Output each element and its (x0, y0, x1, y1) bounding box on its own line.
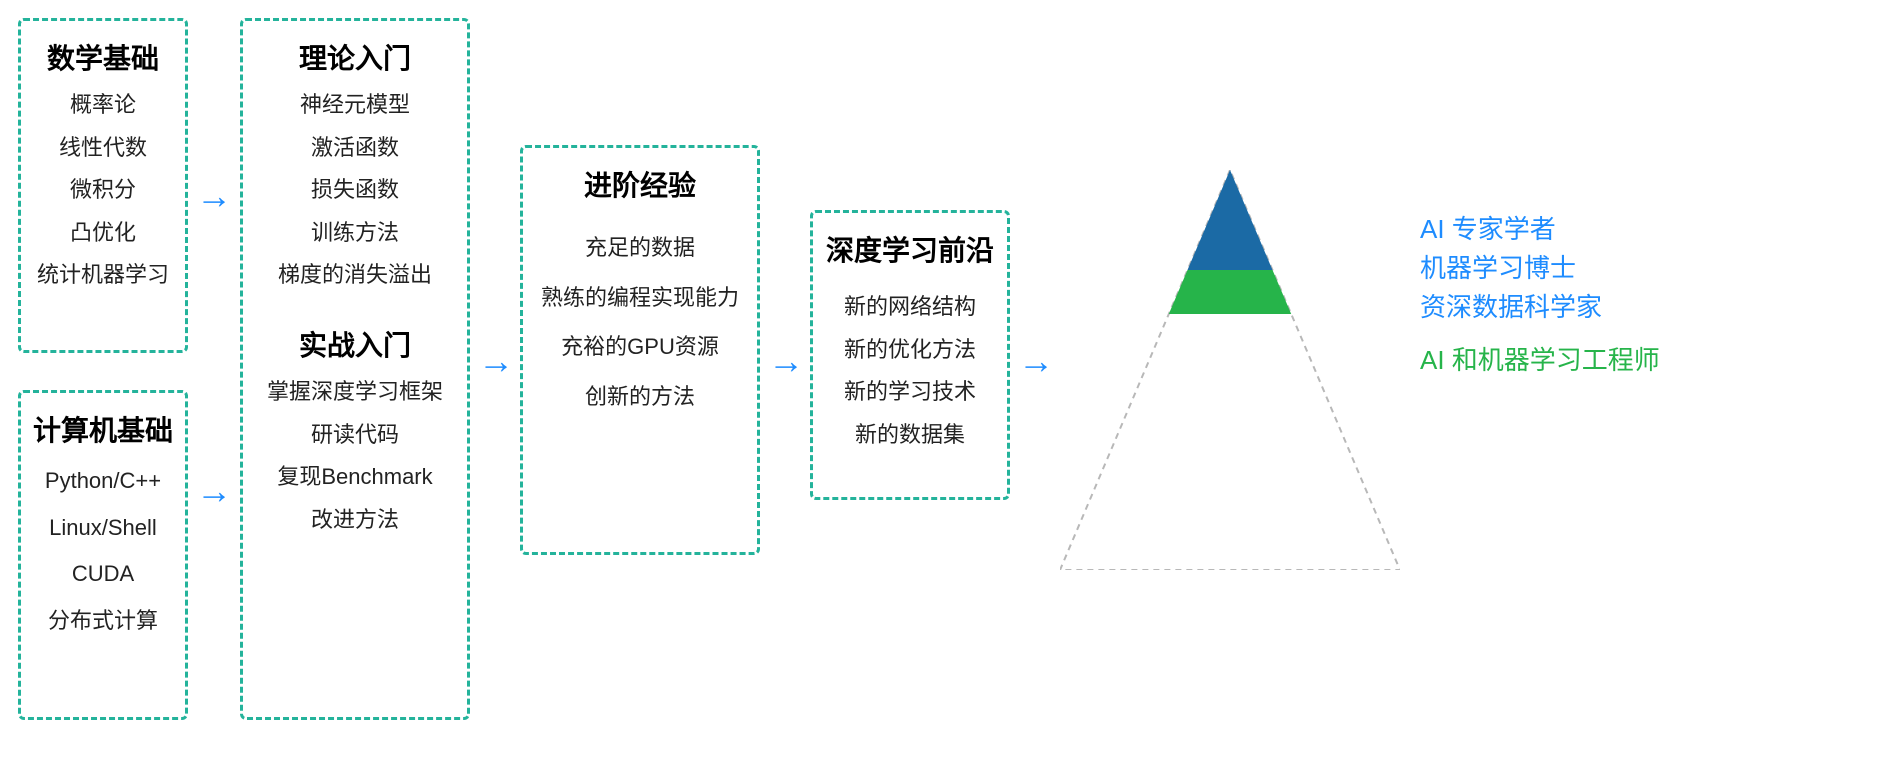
stage-advanced: 进阶经验 充足的数据熟练的编程实现能力充裕的GPU资源创新的方法 (520, 145, 760, 555)
list-item: 充裕的GPU资源 (535, 333, 745, 362)
list-item: 熟练的编程实现能力 (535, 284, 745, 313)
title-math: 数学基础 (33, 37, 173, 77)
legend: AI 专家学者机器学习博士资深数据科学家 AI 和机器学习工程师 (1420, 210, 1660, 380)
list-item: 创新的方法 (535, 383, 745, 412)
list-item: 训练方法 (255, 219, 455, 248)
list-item: 改进方法 (255, 506, 455, 535)
list-item: Python/C++ (33, 467, 173, 496)
items-frontier: 新的网络结构新的优化方法新的学习技术新的数据集 (825, 293, 995, 449)
arrow-icon: → (768, 340, 804, 382)
stage-intro: 理论入门神经元模型激活函数损失函数训练方法梯度的消失溢出实战入门掌握深度学习框架… (240, 18, 470, 720)
list-item: 激活函数 (255, 134, 455, 163)
list-item: 统计机器学习 (33, 261, 173, 290)
arrow-icon: → (196, 175, 232, 217)
col2-content: 理论入门神经元模型激活函数损失函数训练方法梯度的消失溢出实战入门掌握深度学习框架… (255, 37, 455, 534)
pyramid (1060, 170, 1400, 575)
legend-line: 资深数据科学家 (1420, 288, 1660, 327)
legend-line: 机器学习博士 (1420, 249, 1660, 288)
legend-line: AI 专家学者 (1420, 210, 1660, 249)
arrow-icon: → (478, 340, 514, 382)
items-cs: Python/C++ Linux/Shell CUDA 分布式计算 (33, 467, 173, 635)
items-math: 概率论线性代数微积分凸优化统计机器学习 (33, 91, 173, 290)
list-item: 复现Benchmark (255, 463, 455, 492)
list-item: 分布式计算 (33, 607, 173, 636)
title-practice-intro: 实战入门 (255, 324, 455, 364)
list-item: 新的网络结构 (825, 293, 995, 322)
list-item: CUDA (33, 560, 173, 589)
list-item: 研读代码 (255, 421, 455, 450)
list-item: 概率论 (33, 91, 173, 120)
list-item: 新的学习技术 (825, 378, 995, 407)
title-cs: 计算机基础 (33, 409, 173, 449)
title-theory-intro: 理论入门 (255, 37, 455, 77)
list-item: 充足的数据 (535, 234, 745, 263)
stage-frontier: 深度学习前沿 新的网络结构新的优化方法新的学习技术新的数据集 (810, 210, 1010, 500)
list-item: 线性代数 (33, 134, 173, 163)
list-item: 梯度的消失溢出 (255, 261, 455, 290)
list-item: 凸优化 (33, 219, 173, 248)
stage-math-foundation: 数学基础 概率论线性代数微积分凸优化统计机器学习 (18, 18, 188, 353)
list-item: 损失函数 (255, 176, 455, 205)
list-item: 新的数据集 (825, 421, 995, 450)
legend-line: AI 和机器学习工程师 (1420, 341, 1660, 380)
title-frontier: 深度学习前沿 (825, 229, 995, 269)
pyramid-svg (1060, 170, 1400, 570)
items-advanced: 充足的数据熟练的编程实现能力充裕的GPU资源创新的方法 (535, 234, 745, 411)
list-item: 新的优化方法 (825, 336, 995, 365)
stage-cs-foundation: 计算机基础 Python/C++ Linux/Shell CUDA 分布式计算 (18, 390, 188, 720)
list-item: 微积分 (33, 176, 173, 205)
arrow-icon: → (196, 470, 232, 512)
arrow-icon: → (1018, 340, 1054, 382)
list-item: 神经元模型 (255, 91, 455, 120)
list-item: Linux/Shell (33, 514, 173, 543)
list-item: 掌握深度学习框架 (255, 378, 455, 407)
title-advanced: 进阶经验 (535, 164, 745, 204)
